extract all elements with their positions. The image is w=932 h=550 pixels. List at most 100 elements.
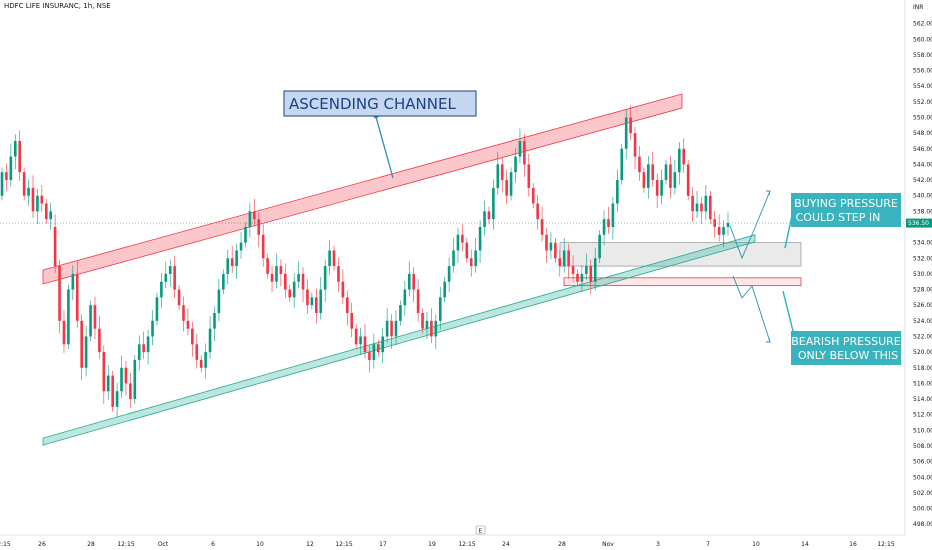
buying-pressure-line1: BUYING PRESSURE xyxy=(794,197,898,210)
time-tick-label: 24 xyxy=(502,541,510,548)
candle-body xyxy=(31,187,35,212)
candle-body xyxy=(49,211,52,220)
expand-button[interactable]: E xyxy=(475,525,486,535)
candle-body xyxy=(465,242,469,259)
candle-body xyxy=(558,258,562,267)
candle-body xyxy=(18,140,22,173)
candle-body xyxy=(5,172,8,181)
candle-body xyxy=(376,344,380,353)
candle-body xyxy=(133,359,137,400)
time-axis[interactable]: 2:15 26 28 12:15 Oct 6 10 12 12:15 17 19 12:15 24 28 N… xyxy=(0,541,895,548)
price-tick-label: 500.00 xyxy=(913,506,932,513)
time-tick-label: 12:15 xyxy=(117,541,134,548)
upper-channel-band xyxy=(42,93,683,285)
candle-body xyxy=(655,180,659,196)
time-tick-label: 17 xyxy=(379,541,387,548)
bearish-arrowhead xyxy=(766,337,771,343)
candle-body xyxy=(315,297,318,314)
candle-body xyxy=(549,242,553,251)
candle-body xyxy=(616,180,619,204)
candle-body xyxy=(0,172,4,196)
candle-body xyxy=(160,281,163,298)
candle-body xyxy=(669,164,672,188)
candle-body xyxy=(708,195,712,220)
price-tick-label: 540.00 xyxy=(913,193,932,200)
time-tick-label: 10 xyxy=(256,541,264,548)
price-tick-label: 544.00 xyxy=(913,161,932,168)
candle-body xyxy=(651,164,655,181)
candle-body xyxy=(288,289,292,298)
candle-body xyxy=(98,328,101,353)
candle-body xyxy=(266,258,269,274)
bearish-pressure-line1: BEARISH PRESSURE xyxy=(791,335,901,348)
candle-body xyxy=(248,211,252,227)
candle-body xyxy=(434,320,438,337)
candle-body xyxy=(611,203,615,227)
candle-body xyxy=(332,250,336,267)
candle-body xyxy=(585,266,588,274)
candle-body xyxy=(452,250,455,267)
candle-body xyxy=(58,266,61,321)
ascending-channel[interactable] xyxy=(42,93,756,446)
candle-body xyxy=(257,219,261,235)
buying-pressure-callout[interactable]: BUYING PRESSURE COULD STEP IN xyxy=(784,193,901,249)
candle-body xyxy=(554,242,557,259)
candle-body xyxy=(607,219,610,227)
candle-body xyxy=(545,234,548,251)
price-axis[interactable]: 562.00 560.00 558.00 556.00 554.00 552.00 550.… xyxy=(913,21,932,529)
price-tick-label: 552.00 xyxy=(913,99,932,106)
candle-body xyxy=(580,273,584,282)
candle-body xyxy=(691,195,694,212)
candle-body xyxy=(195,344,199,360)
candle-body xyxy=(381,336,385,353)
candle-body xyxy=(647,164,650,188)
price-tick-label: 538.00 xyxy=(913,208,932,215)
candle-body xyxy=(394,320,398,337)
candle-body xyxy=(589,266,593,282)
candle-body xyxy=(115,391,119,407)
last-price-label: 536.50 xyxy=(908,220,929,227)
candle-body xyxy=(84,336,88,368)
candle-body xyxy=(36,195,39,212)
candle-body xyxy=(164,273,168,282)
price-tick-label: 548.00 xyxy=(913,130,932,137)
bullish-arrowhead xyxy=(766,190,771,196)
candle-body xyxy=(9,156,13,181)
candle-body xyxy=(168,266,172,274)
candle-body xyxy=(354,328,358,345)
ascending-channel-callout[interactable]: ASCENDING CHANNEL xyxy=(283,90,477,179)
time-tick-label: 12 xyxy=(306,541,314,548)
candle-body xyxy=(40,195,44,204)
candle-body xyxy=(235,250,238,267)
candle-body xyxy=(129,383,132,400)
price-tick-label: 556.00 xyxy=(913,68,932,75)
candle-body xyxy=(75,273,79,321)
time-tick-label: 26 xyxy=(38,541,46,548)
candle-body xyxy=(461,234,464,243)
candle-body xyxy=(230,258,234,267)
candle-body xyxy=(487,211,491,220)
candle-body xyxy=(713,219,717,227)
time-tick-label: 10 xyxy=(752,541,760,548)
candle-body xyxy=(642,172,646,188)
time-tick-label: 6 xyxy=(211,541,215,548)
candle-body xyxy=(509,172,513,196)
price-tick-label: 520.00 xyxy=(913,349,932,356)
candle-body xyxy=(124,367,128,384)
time-tick-label: Oct xyxy=(158,541,169,548)
candle-body xyxy=(469,258,473,267)
candle-body xyxy=(412,273,415,290)
currency-label: INR xyxy=(913,4,923,11)
candle-body xyxy=(328,250,331,267)
candle-body xyxy=(137,344,141,360)
price-tick-label: 506.00 xyxy=(913,459,932,466)
candle-body xyxy=(576,273,579,282)
bearish-pressure-callout[interactable]: BEARISH PRESSURE ONLY BELOW THIS xyxy=(782,290,901,365)
time-tick-label: Nov xyxy=(602,541,614,548)
projection-paths xyxy=(729,190,771,343)
candle-body xyxy=(301,273,305,290)
bullish-projection-path xyxy=(729,190,771,260)
candle-body xyxy=(664,164,668,181)
